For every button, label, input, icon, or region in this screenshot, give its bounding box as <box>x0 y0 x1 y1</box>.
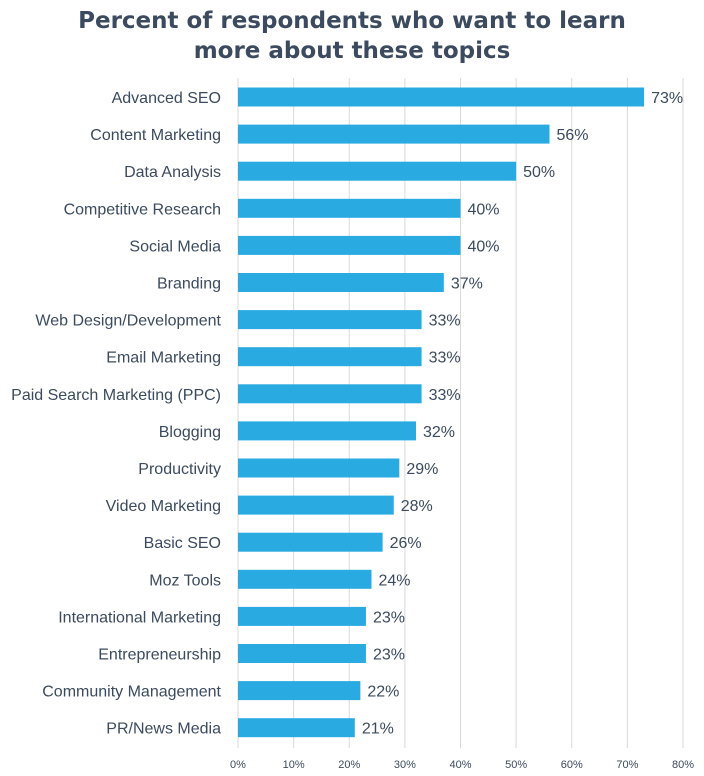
category-label: Moz Tools <box>149 572 221 589</box>
x-tick-label: 20% <box>338 759 360 771</box>
data-label: 37% <box>451 276 483 293</box>
x-tick-label: 50% <box>505 759 527 771</box>
data-label: 56% <box>557 127 589 144</box>
data-label: 26% <box>390 535 422 552</box>
category-label: Basic SEO <box>144 535 221 552</box>
x-tick-label: 70% <box>616 759 638 771</box>
bar <box>238 235 461 255</box>
data-label: 32% <box>423 424 455 441</box>
category-label: Data Analysis <box>124 164 221 181</box>
value-labels: 73% 56% 50% 40% 40% 37% 33% 33% 33% 32% 29% 28% 26% 2… <box>362 90 683 738</box>
data-label: 33% <box>429 313 461 330</box>
data-label: 23% <box>373 609 405 626</box>
bar <box>238 458 400 478</box>
bar <box>238 198 461 218</box>
bar <box>238 532 383 552</box>
bar <box>238 347 422 367</box>
category-label: Entrepreneurship <box>98 647 221 664</box>
data-label: 28% <box>401 498 433 515</box>
data-label: 40% <box>468 238 500 255</box>
bar <box>238 606 366 626</box>
bar <box>238 718 355 738</box>
data-label: 33% <box>429 350 461 367</box>
x-tick-label: 40% <box>449 759 471 771</box>
bar <box>238 681 361 701</box>
bars <box>238 87 645 738</box>
category-label: Branding <box>157 276 221 293</box>
bar <box>238 310 422 330</box>
bar <box>238 161 517 181</box>
data-label: 22% <box>367 684 399 701</box>
x-tick-label: 60% <box>561 759 583 771</box>
bar <box>238 273 444 292</box>
x-axis-tick-labels: 0% 10% 20% 30% 40% 50% 60% 70% 80% <box>230 759 694 771</box>
data-label: 50% <box>523 164 555 181</box>
category-label: Competitive Research <box>64 201 221 218</box>
chart-title-line-2: more about these topics <box>193 38 511 64</box>
x-tick-label: 30% <box>394 759 416 771</box>
x-tick-label: 0% <box>230 759 246 771</box>
chart-title-line-1: Percent of respondents who want to learn <box>78 8 626 34</box>
category-label: PR/News Media <box>106 721 221 738</box>
category-label: Social Media <box>129 238 221 255</box>
category-label: International Marketing <box>58 609 221 626</box>
bar <box>238 87 645 107</box>
category-label: Blogging <box>159 424 221 441</box>
data-label: 33% <box>429 387 461 404</box>
category-label: Web Design/Development <box>35 313 221 330</box>
category-labels: Advanced SEO Content Marketing Data Analys… <box>11 90 221 738</box>
category-label: Paid Search Marketing (PPC) <box>11 387 221 404</box>
bar <box>238 569 372 589</box>
data-label: 21% <box>362 721 394 738</box>
data-label: 24% <box>379 572 411 589</box>
x-tick-label: 10% <box>283 759 305 771</box>
category-label: Advanced SEO <box>112 90 221 107</box>
category-label: Email Marketing <box>106 350 221 367</box>
bar <box>238 644 366 663</box>
bar <box>238 384 422 404</box>
data-label: 40% <box>468 201 500 218</box>
gridlines <box>237 78 684 748</box>
data-label: 23% <box>373 647 405 664</box>
category-label: Video Marketing <box>106 498 221 515</box>
category-label: Community Management <box>42 684 221 701</box>
category-label: Content Marketing <box>90 127 221 144</box>
x-tick-label: 80% <box>672 759 694 771</box>
data-label: 73% <box>651 90 683 107</box>
bar <box>238 124 550 144</box>
category-label: Productivity <box>138 461 221 478</box>
data-label: 29% <box>406 461 438 478</box>
bar <box>238 495 394 515</box>
bar <box>238 421 416 441</box>
